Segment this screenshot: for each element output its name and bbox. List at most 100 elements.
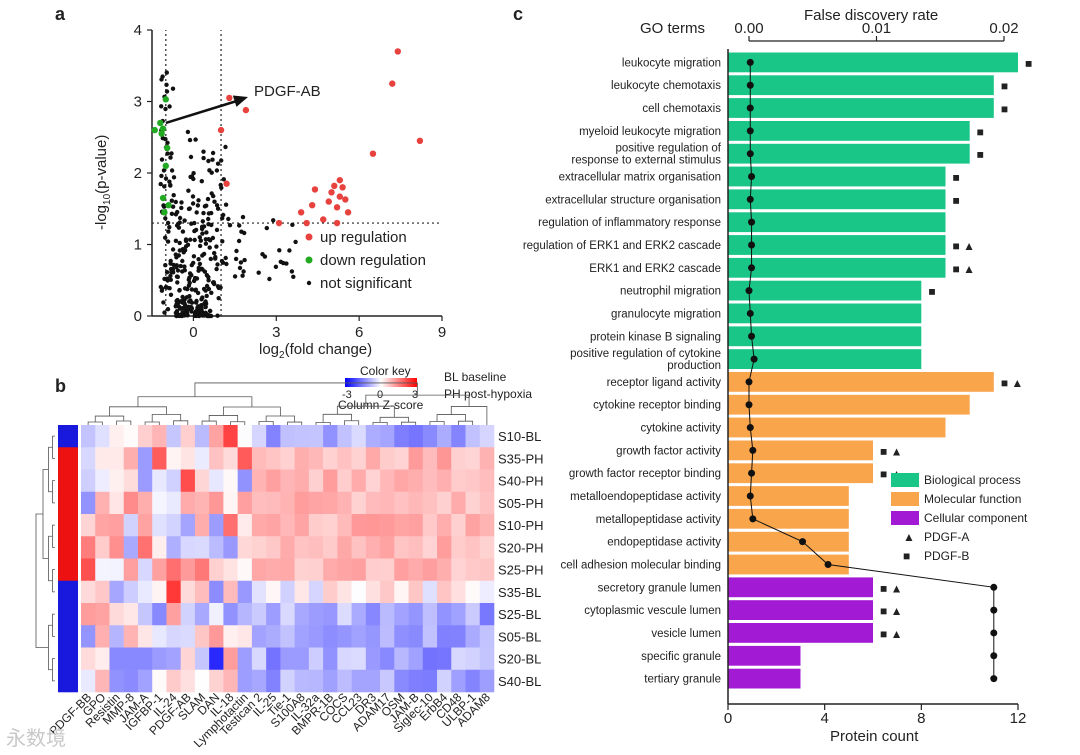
heatmap-cell (137, 425, 153, 448)
ns-point (159, 286, 165, 291)
column-dendrogram-branch (457, 420, 474, 425)
fdr-point (745, 378, 753, 386)
go-bar-marker: ■ ▲ (880, 604, 902, 618)
heatmap-column-labels: PDGF-BBGPOResistinMMP-8JAM-AIGFBP-1IL-24… (47, 690, 494, 750)
heatmap-cell (166, 425, 181, 448)
go-bar-marker: ■ ▲ (953, 262, 975, 276)
heatmap-cell (337, 425, 352, 448)
heatmap-cell (137, 491, 153, 515)
BP-legend-label: Biological process (924, 473, 1021, 487)
heatmap-cell (209, 580, 224, 604)
column-dendrogram (87, 382, 488, 425)
ns-point (171, 193, 176, 198)
ns-point (169, 151, 174, 156)
ns-point (163, 285, 169, 290)
ns-point (171, 270, 176, 275)
go-term-label: protein kinase B signaling (590, 331, 721, 343)
ns-point (199, 297, 204, 302)
heatmap-cell (95, 647, 110, 671)
heatmap-cell (109, 425, 125, 448)
ns-point (189, 300, 195, 305)
heatmap-cell (308, 447, 324, 470)
row-label: S05-BL (498, 629, 541, 644)
heatmap-cell (209, 469, 224, 493)
volcano-y-tick-label: 0 (134, 308, 142, 325)
heatmap-cell (166, 625, 181, 648)
heatmap-cell (465, 625, 481, 648)
heatmap-cell (437, 625, 452, 648)
ns-point (163, 216, 168, 221)
heatmap-cell (180, 625, 196, 648)
ns-point (189, 262, 194, 268)
ns-point (171, 175, 177, 180)
column-dendrogram-branch (315, 421, 331, 425)
heatmap-cell (194, 669, 210, 693)
heatmap-cell (351, 469, 367, 493)
heatmap-cell (479, 447, 495, 470)
heatmap-cell (323, 647, 338, 671)
heatmap-cell (422, 647, 438, 671)
volcano-y-tick-label: 3 (134, 94, 142, 111)
down-point (159, 125, 167, 132)
heatmap-cell (380, 536, 395, 559)
ns-point (195, 290, 201, 296)
go-term-label: extracellular structure organisation (545, 194, 721, 206)
heatmap-cell (152, 491, 167, 515)
row-label: S05-PH (498, 496, 544, 511)
heatmap-cell (81, 491, 96, 515)
heatmap-cell (223, 647, 238, 671)
column-dendrogram-branch (322, 413, 352, 423)
fdr-tick-label: 0.02 (989, 20, 1018, 37)
ns-point (168, 182, 173, 188)
ns-point (201, 155, 206, 161)
heatmap-cell (465, 425, 481, 448)
group-bar-S40-PH (58, 469, 78, 493)
heatmap-cell (166, 603, 181, 626)
ns-point (203, 241, 209, 246)
heatmap-cell (137, 514, 153, 537)
column-dendrogram-branch (372, 421, 388, 425)
fdr-point (748, 332, 756, 340)
fdr-point (749, 515, 757, 523)
ns-point (193, 300, 199, 305)
heatmap-cell (237, 425, 253, 448)
fdr-point (990, 675, 998, 683)
down-point (163, 144, 171, 152)
ns-point (182, 264, 187, 269)
heatmap-cell (479, 558, 495, 582)
up-point (339, 184, 346, 191)
ns-point (203, 311, 209, 316)
row-dendrogram-branch (52, 480, 55, 504)
up-point (336, 176, 344, 184)
heatmap-cell (323, 558, 338, 582)
ns-point (177, 306, 183, 311)
ns-point (179, 205, 184, 211)
ns-point (241, 269, 246, 274)
ns-point (159, 157, 165, 162)
row-label: S35-PH (498, 451, 544, 466)
heatmap-cell (137, 603, 153, 626)
heatmap-cell (223, 536, 238, 559)
heatmap-cell (180, 603, 196, 626)
heatmap-cell (237, 580, 253, 604)
heatmap-cell (137, 469, 153, 493)
group-bar-S20-BL (58, 647, 78, 671)
heatmap-cell (465, 603, 481, 626)
heatmap-cell (266, 603, 281, 626)
ns-point (242, 257, 247, 263)
heatmap-cell (380, 647, 395, 671)
heatmap-cell (380, 603, 395, 626)
ns-point (215, 206, 221, 211)
heatmap-cell (465, 447, 481, 470)
ns-point (194, 210, 199, 215)
heatmap-cell (437, 491, 452, 515)
heatmap-cell (422, 669, 438, 693)
heatmap-cell (152, 447, 167, 470)
B-legend-label: PDGF-B (924, 549, 969, 563)
heatmap-cell (437, 536, 452, 559)
ns-point (196, 309, 201, 314)
ns-point (187, 206, 192, 211)
ns-point (208, 256, 213, 262)
ns-point (186, 277, 191, 282)
ns-point (163, 263, 168, 268)
